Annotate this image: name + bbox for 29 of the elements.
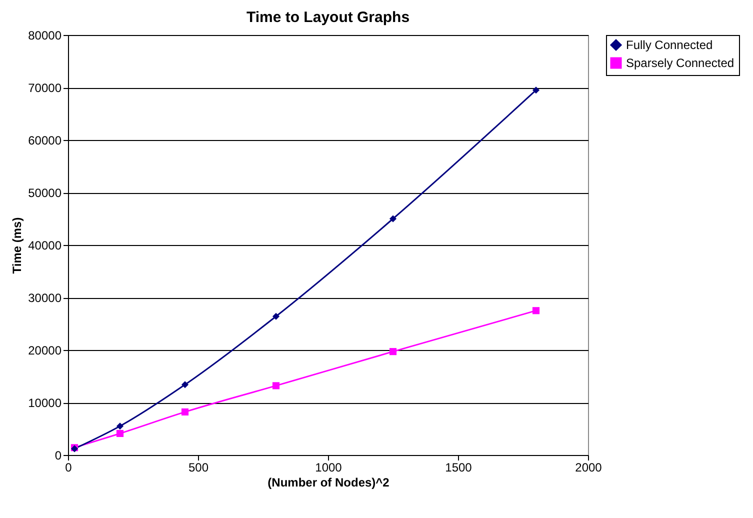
y-tick-label: 70000 (28, 81, 62, 95)
point (532, 307, 540, 314)
y-axis-title: Time (ms) (10, 217, 24, 274)
y-tick-label: 20000 (28, 344, 62, 358)
x-tick-label: 2000 (575, 460, 602, 474)
point (272, 382, 280, 390)
point (389, 215, 397, 222)
y-tick-label: 50000 (28, 186, 62, 200)
x-tick-label: 0 (65, 460, 72, 474)
y-tick-label: 0 (54, 448, 62, 462)
x-tick-label: 1000 (315, 460, 342, 474)
y-tick-label: 30000 (28, 291, 62, 305)
x-axis-title: (Number of Nodes)^2 (268, 476, 390, 490)
legend-label: Sparsely Connected (626, 56, 734, 70)
x-tick-label: 1500 (445, 460, 472, 474)
y-tick-label: 40000 (28, 238, 62, 252)
point (116, 430, 124, 438)
point (116, 422, 124, 430)
point (389, 348, 397, 356)
point (181, 408, 189, 416)
chart-title: Time to Layout Graphs (246, 9, 410, 26)
y-tick-label: 60000 (28, 134, 62, 148)
point (532, 86, 540, 94)
point (272, 312, 280, 320)
point (181, 381, 189, 388)
y-tick-label: 10000 (28, 396, 62, 410)
legend-label: Fully Connected (626, 38, 713, 52)
y-tick-label: 80000 (28, 28, 62, 42)
x-tick-label: 500 (188, 460, 209, 474)
